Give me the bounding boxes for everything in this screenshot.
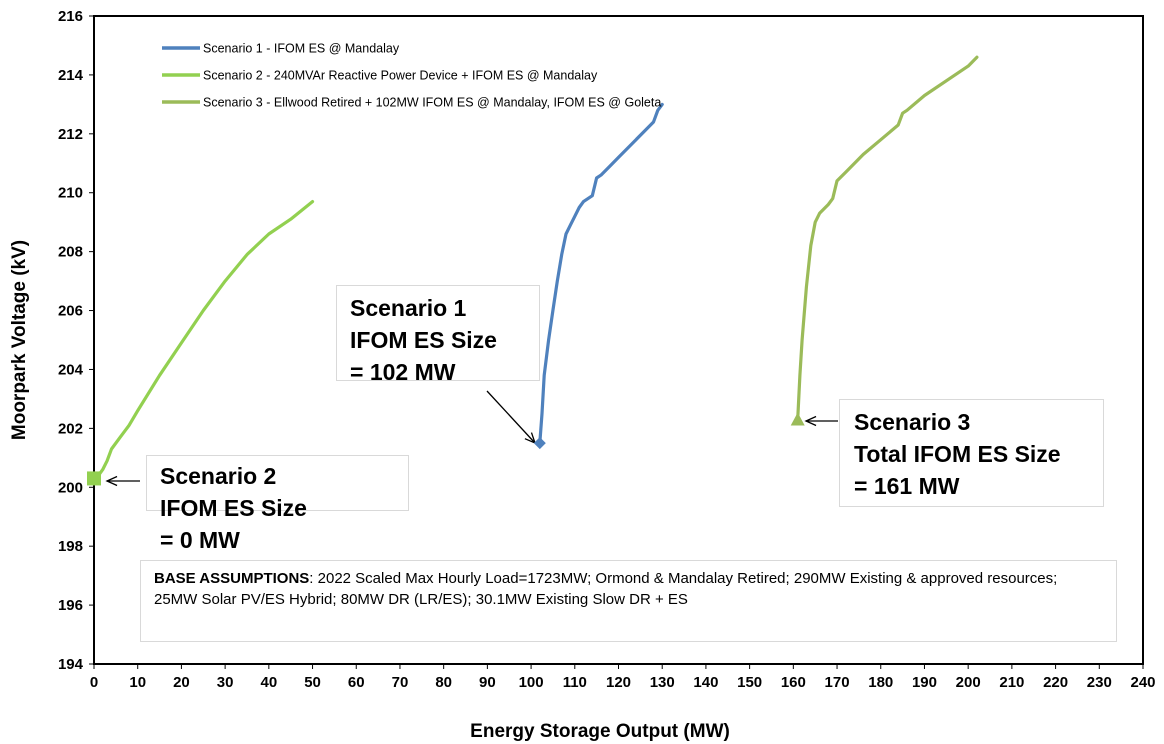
x-tick-label: 230 [1087, 674, 1112, 691]
legend-entry-label: Scenario 2 - 240MVAr Reactive Power Devi… [203, 69, 598, 83]
y-tick-label: 202 [58, 420, 83, 437]
annotation-line: IFOM ES Size [160, 495, 307, 521]
annotation-line: Total IFOM ES Size [854, 441, 1061, 467]
x-tick-label: 70 [392, 674, 409, 691]
annotation-scenario-3: Scenario 3 Total IFOM ES Size = 161 MW [839, 399, 1104, 507]
x-tick-label: 60 [348, 674, 365, 691]
series-line-scenario-2 [92, 200, 315, 480]
arrow-scenario-2-head [105, 475, 118, 487]
y-tick-label: 216 [58, 8, 83, 25]
annotation-line: = 102 MW [350, 359, 456, 385]
x-tick-label: 210 [999, 674, 1024, 691]
series-layer [92, 55, 979, 480]
x-tick-label: 180 [868, 674, 893, 691]
legend-entry-label: Scenario 3 - Ellwood Retired + 102MW IFO… [203, 96, 661, 110]
legend: Scenario 1 - IFOM ES @ Mandalay Scenario … [162, 42, 661, 110]
x-tick-label: 0 [90, 674, 98, 691]
series-line-scenario-3 [796, 55, 979, 422]
annotation-line: Scenario 1 [350, 295, 467, 321]
annotation-line: IFOM ES Size [350, 327, 497, 353]
x-tick-label: 110 [563, 674, 587, 691]
legend-entry-label: Scenario 1 - IFOM ES @ Mandalay [203, 42, 400, 56]
x-tick-label: 30 [217, 674, 234, 691]
x-tick-label: 80 [435, 674, 452, 691]
marker-scenario-3 [790, 412, 805, 426]
annotation-line: = 0 MW [160, 527, 240, 553]
x-tick-label: 100 [519, 674, 544, 691]
note-label: BASE ASSUMPTIONS [154, 570, 310, 587]
x-tick-label: 20 [173, 674, 190, 691]
x-tick-label: 150 [737, 674, 762, 691]
arrow-scenario-3-head [804, 415, 817, 427]
y-axis-title: Moorpark Voltage (kV) [9, 240, 30, 440]
x-tick-label: 120 [606, 674, 631, 691]
annotation-scenario-1: Scenario 1 IFOM ES Size = 102 MW [336, 285, 540, 385]
marker-scenario-2 [87, 471, 101, 486]
series-line-scenario-1 [538, 102, 664, 445]
y-tick-label: 204 [58, 361, 84, 378]
x-tick-label: 140 [693, 674, 718, 691]
x-tick-label: 90 [479, 674, 496, 691]
y-tick-label: 212 [58, 126, 83, 143]
y-tick-label: 200 [58, 479, 83, 496]
x-tick-label: 220 [1043, 674, 1068, 691]
y-tick-label: 194 [58, 656, 84, 673]
x-tick-label: 130 [650, 674, 675, 691]
y-tick-label: 198 [58, 538, 83, 555]
x-tick-label: 160 [781, 674, 806, 691]
ticks-layer: 0 10 20 30 40 50 60 70 80 90 100 110 120 130 140 150 160… [58, 8, 1156, 691]
marker-scenario-1 [533, 437, 546, 450]
note-text: : 2022 Scaled Max Hourly Load=1723MW; Or… [154, 570, 1058, 608]
annotation-line: Scenario 2 [160, 463, 277, 489]
annotation-line: = 161 MW [854, 473, 960, 499]
annotation-line: Scenario 3 [854, 409, 971, 435]
x-tick-label: 170 [825, 674, 850, 691]
x-tick-label: 190 [912, 674, 937, 691]
y-tick-label: 210 [58, 185, 83, 202]
x-axis-title: Energy Storage Output (MW) [470, 721, 730, 742]
y-tick-label: 208 [58, 244, 83, 261]
x-tick-label: 10 [129, 674, 146, 691]
y-tick-label: 206 [58, 303, 83, 320]
base-assumptions-note: BASE ASSUMPTIONS: 2022 Scaled Max Hourly… [140, 560, 1117, 642]
y-tick-label: 196 [58, 597, 83, 614]
markers-layer [87, 412, 805, 486]
x-tick-label: 200 [956, 674, 981, 691]
x-tick-label: 40 [260, 674, 277, 691]
arrow-scenario-1 [486, 390, 536, 444]
y-tick-label: 214 [58, 67, 84, 84]
x-tick-label: 50 [304, 674, 321, 691]
x-tick-label: 240 [1130, 674, 1155, 691]
annotation-scenario-2: Scenario 2 IFOM ES Size = 0 MW [146, 455, 409, 553]
callout-arrows [105, 390, 838, 487]
